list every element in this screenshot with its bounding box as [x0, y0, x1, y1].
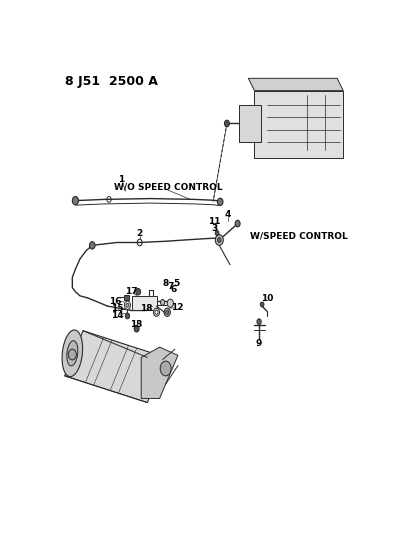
Circle shape: [215, 235, 223, 245]
Text: 3: 3: [211, 224, 217, 232]
Text: 10: 10: [261, 294, 273, 303]
Polygon shape: [65, 330, 166, 402]
Circle shape: [160, 361, 171, 376]
Text: 1: 1: [118, 175, 124, 184]
Polygon shape: [141, 347, 178, 399]
Text: W/O SPEED CONTROL: W/O SPEED CONTROL: [114, 182, 222, 191]
Text: 4: 4: [224, 209, 231, 219]
Text: 13: 13: [130, 320, 143, 329]
Text: 6: 6: [171, 285, 177, 294]
Text: 8 J51  2500 A: 8 J51 2500 A: [65, 76, 158, 88]
Text: 15: 15: [111, 304, 124, 313]
Text: 7: 7: [167, 282, 173, 291]
Text: 2: 2: [137, 229, 143, 238]
Circle shape: [68, 349, 76, 360]
Circle shape: [90, 241, 95, 249]
Circle shape: [124, 301, 130, 309]
Circle shape: [235, 220, 240, 227]
Circle shape: [166, 310, 169, 314]
Ellipse shape: [62, 330, 83, 377]
Circle shape: [215, 231, 219, 236]
Circle shape: [136, 288, 141, 295]
Text: 8: 8: [163, 279, 169, 288]
Circle shape: [72, 197, 79, 205]
Text: W/SPEED CONTROL: W/SPEED CONTROL: [250, 231, 348, 240]
Polygon shape: [254, 91, 343, 158]
Text: 5: 5: [173, 279, 180, 288]
Polygon shape: [239, 105, 261, 142]
Circle shape: [217, 238, 221, 243]
Circle shape: [260, 302, 264, 307]
Circle shape: [160, 300, 165, 305]
Text: 18: 18: [141, 304, 153, 313]
Text: 9: 9: [256, 340, 262, 349]
Text: 17: 17: [125, 287, 138, 296]
Circle shape: [126, 303, 129, 308]
Circle shape: [125, 313, 130, 319]
Polygon shape: [132, 296, 156, 310]
Circle shape: [134, 325, 139, 332]
Circle shape: [153, 308, 160, 317]
Circle shape: [155, 310, 158, 314]
Ellipse shape: [67, 341, 78, 366]
Circle shape: [257, 319, 261, 325]
FancyBboxPatch shape: [124, 295, 129, 300]
Circle shape: [167, 299, 173, 308]
Text: 12: 12: [171, 303, 183, 312]
Circle shape: [224, 120, 229, 127]
Text: 14: 14: [111, 311, 124, 320]
Circle shape: [217, 198, 223, 206]
Polygon shape: [248, 78, 343, 91]
Text: 11: 11: [208, 217, 220, 227]
Text: 16: 16: [109, 297, 121, 306]
Circle shape: [164, 308, 170, 317]
